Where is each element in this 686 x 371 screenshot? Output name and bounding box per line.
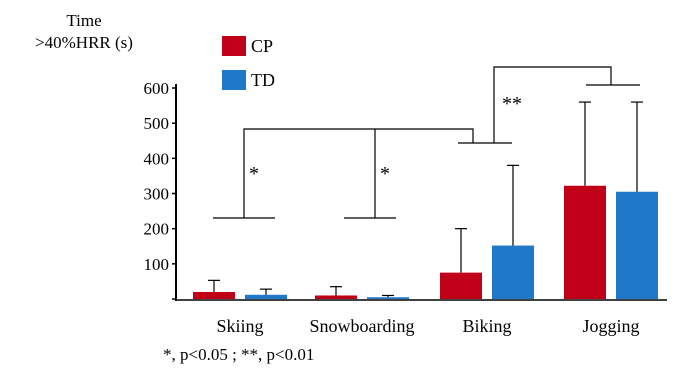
y-tick-label: 100 <box>144 255 170 274</box>
significance-footnote: *, p<0.05 ; **, p<0.01 <box>163 345 315 364</box>
y-tick-label: 300 <box>144 185 170 204</box>
x-tick-label: Snowboarding <box>310 316 415 336</box>
bar <box>193 291 235 299</box>
significance-bracket-biking-jogging <box>493 66 612 143</box>
legend-swatch <box>222 36 246 56</box>
significance-marker: * <box>249 163 259 185</box>
legend-swatch <box>222 70 246 90</box>
legend-label: CP <box>251 36 273 56</box>
y-axis-title-line2: >40%HRR (s) <box>35 33 133 52</box>
y-tick-label: 400 <box>144 149 170 168</box>
significance-marker: * <box>380 163 390 185</box>
legend-label: TD <box>251 70 275 90</box>
y-tick-label: 200 <box>144 220 170 239</box>
bar <box>315 295 357 299</box>
x-tick-label: Skiing <box>216 316 263 336</box>
y-tick-label: 600 <box>144 79 170 98</box>
y-axis-title-line1: Time <box>66 11 102 30</box>
bar <box>245 294 287 299</box>
bar <box>492 245 534 299</box>
bar <box>367 297 409 299</box>
bar <box>440 272 482 299</box>
x-tick-label: Biking <box>462 316 511 336</box>
significance-marker: ** <box>502 93 522 115</box>
y-tick-label: 500 <box>144 114 170 133</box>
bar <box>616 191 658 299</box>
x-tick-label: Jogging <box>582 316 639 336</box>
y-axis-title: Time >40%HRR (s) <box>4 10 164 54</box>
significance-bracket-skiing-biking <box>243 128 474 218</box>
bar <box>564 185 606 299</box>
